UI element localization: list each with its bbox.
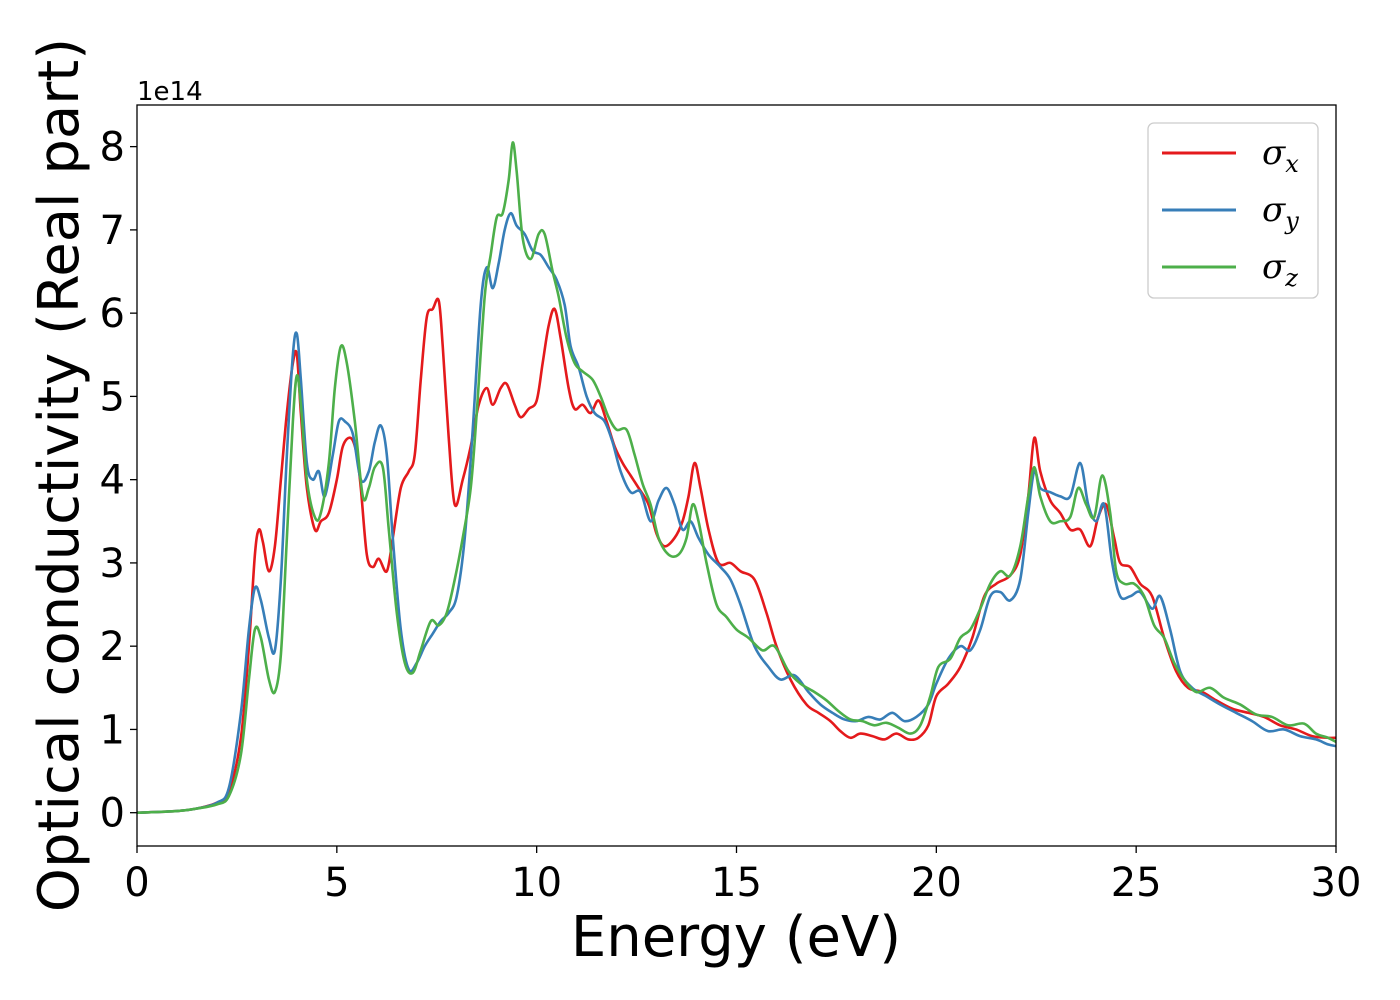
- y-axis-title: Optical conductivity (Real part): [27, 38, 92, 912]
- y-tick-label: 2: [100, 624, 125, 670]
- y-tick-label: 8: [100, 125, 125, 171]
- series-layer: [137, 141, 1336, 814]
- legend: σx σy σz: [1147, 122, 1319, 299]
- y-tick-label: 1: [100, 707, 125, 753]
- y-tick-label: 6: [100, 291, 125, 337]
- legend-label-x: σx: [1262, 133, 1299, 178]
- x-axis-title: Energy (eV): [571, 905, 901, 970]
- x-tick-label: 25: [1111, 860, 1162, 906]
- y-offset-label: 1e14: [137, 77, 203, 107]
- x-tick-label: 5: [324, 860, 349, 906]
- y-tick-label: 5: [100, 374, 125, 420]
- legend-label-y: σy: [1262, 190, 1299, 235]
- x-axis: 0 5 10 15 20 25 30: [124, 846, 1361, 906]
- x-tick-label: 30: [1311, 860, 1362, 906]
- y-tick-label: 7: [100, 208, 125, 254]
- y-axis: 0 1 2 3 4 5 6 7 8: [100, 125, 137, 837]
- legend-label-z: σz: [1262, 247, 1298, 292]
- y-tick-label: 3: [100, 541, 125, 587]
- x-tick-label: 20: [911, 860, 962, 906]
- y-tick-label: 4: [100, 458, 125, 504]
- series-line-x: [137, 297, 1336, 814]
- x-tick-label: 15: [711, 860, 762, 906]
- x-tick-label: 10: [511, 860, 562, 906]
- x-tick-label: 0: [124, 860, 149, 906]
- series-line-z: [137, 141, 1336, 814]
- y-tick-label: 0: [100, 791, 125, 837]
- series-line-y: [137, 211, 1336, 814]
